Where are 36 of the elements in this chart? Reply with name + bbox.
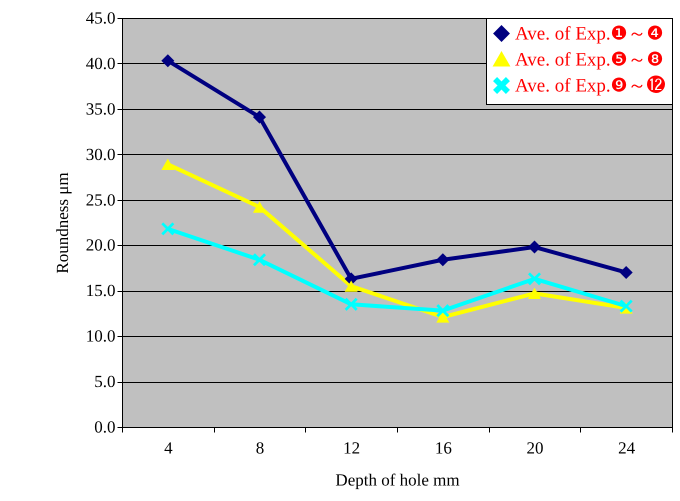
point [252, 110, 266, 124]
y-tick-label: 5.0 [94, 372, 116, 392]
x-tick-label: 16 [434, 438, 452, 458]
y-tick-label: 20.0 [86, 236, 116, 255]
point [528, 288, 542, 300]
point [161, 158, 174, 170]
point [161, 54, 174, 68]
x-tick-label: 24 [618, 438, 636, 458]
point [436, 304, 450, 318]
x-tick-label: 4 [164, 438, 174, 458]
y-tick-label: 30.0 [86, 144, 116, 164]
point [620, 300, 633, 313]
y-tick-label: 10.0 [86, 326, 116, 346]
point [252, 253, 266, 266]
y-tick-label: 25.0 [86, 190, 116, 210]
point [528, 272, 542, 286]
point [620, 266, 633, 280]
y-tick-label: 15.0 [86, 281, 116, 300]
x-tick-label: 12 [343, 438, 360, 458]
point [436, 311, 450, 323]
point [436, 253, 450, 266]
legend-label: Ave. of Exp.❺～❽ [515, 50, 664, 70]
point [161, 222, 174, 236]
y-tick-label: 40.0 [86, 54, 116, 73]
x-tick-label: 20 [526, 438, 544, 458]
y-tick-label: 45.0 [86, 8, 116, 28]
y-tick-label: 0.0 [94, 418, 116, 436]
point [344, 298, 358, 311]
y-axis-title: Roundness μm [52, 172, 72, 274]
legend-label: Ave. of Exp.❶～❹ [515, 24, 664, 44]
legend-label: Ave. of Exp.❾～⓬ [515, 76, 666, 96]
point [344, 280, 358, 292]
x-tick-label: 8 [256, 438, 264, 458]
point [528, 240, 542, 254]
y-tick-label: 35.0 [86, 99, 116, 118]
x-axis-title: Depth of hole mm [335, 470, 460, 490]
